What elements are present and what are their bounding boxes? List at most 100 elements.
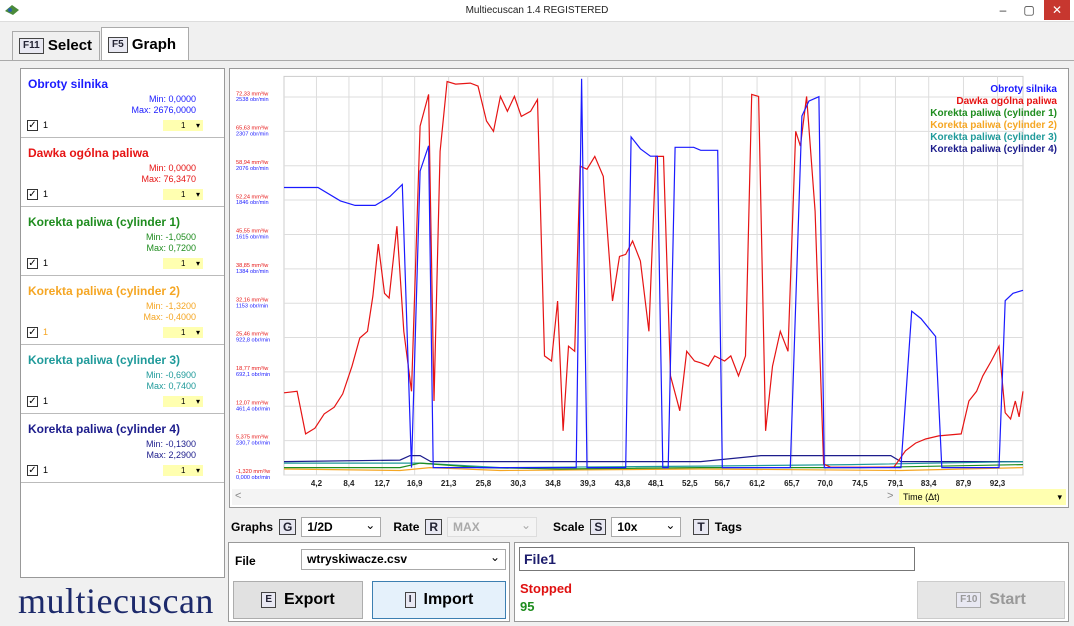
tab-graph[interactable]: F5 Graph (101, 27, 189, 61)
graphs-key: G (279, 519, 297, 535)
chart: 0,000 obr/min 230,7 obr/min 461,4 obr/min 6… (236, 75, 1057, 488)
x-tick-label: 65,7 (784, 479, 800, 488)
legend-entry: Korekta paliwa (cylinder 4) (930, 144, 1057, 155)
sensor-checkbox[interactable]: ✓ (27, 189, 38, 200)
y-tick-label: 1384 obr/min (236, 269, 269, 275)
status-count: 95 (520, 599, 535, 614)
dropdown-arrow: ▾ (1057, 492, 1062, 502)
x-tick-label: 83,4 (921, 479, 937, 488)
tags-label: Tags (714, 520, 742, 534)
rate-select[interactable]: MAX (447, 517, 538, 537)
y-tick-label: 461,4 obr/min (236, 406, 270, 412)
sensor-min: Min: -0,1300 (145, 439, 196, 449)
y2-tick-label: 32,16 mm³/w (236, 297, 269, 303)
y2-tick-label: 72,33 mm³/w (236, 91, 269, 97)
y2-tick-label: 45,55 mm³/w (236, 229, 269, 235)
button-key: I (404, 592, 416, 608)
sensor-block: Korekta paliwa (cylinder 1) Min: -1,0500 M… (21, 207, 224, 276)
y2-tick-label: 18,77 mm³/w (236, 366, 269, 372)
maximize-button[interactable]: ▢ (1023, 3, 1035, 17)
legend-entry: Korekta paliwa (cylinder 1) (930, 108, 1057, 119)
scale-select[interactable]: 10x (611, 517, 682, 537)
sensor-name: Korekta paliwa (cylinder 3) (28, 353, 181, 367)
y2-tick-label: 25,46 mm³/w (236, 332, 269, 338)
x-tick-label: 34,8 (545, 479, 561, 488)
sensor-checkbox[interactable]: ✓ (27, 396, 38, 407)
y2-tick-label: 52,24 mm³/w (236, 194, 269, 200)
sensor-check-label: 1 (43, 327, 49, 337)
sensor-name: Korekta paliwa (cylinder 2) (28, 284, 181, 298)
x-tick-label: 79,1 (888, 479, 904, 488)
x-tick-label: 25,8 (476, 479, 492, 488)
sensor-checkbox[interactable]: ✓ (27, 120, 38, 131)
sensor-block: Dawka ogólna paliwa Min: 0,0000 Max: 76,34… (21, 138, 224, 207)
series-line (284, 78, 1024, 469)
button-label: Export (284, 591, 335, 608)
y-tick-label: 0,000 obr/min (236, 475, 270, 481)
graph-panel: 0,000 obr/min 230,7 obr/min 461,4 obr/min 6… (229, 68, 1069, 508)
tab-divider (0, 60, 1074, 61)
x-tick-label: 61,2 (749, 479, 765, 488)
sensor-check-label: 1 (43, 189, 49, 199)
rate-key: R (425, 519, 443, 535)
sensor-max: Max: 2676,0000 (131, 105, 196, 115)
sensor-scale-select[interactable]: 1 (163, 120, 203, 131)
x-axis-selector[interactable]: Time (Δt) ▾ (899, 489, 1066, 505)
sensor-check-label: 1 (43, 120, 49, 130)
scale-key: S (590, 519, 607, 535)
close-button[interactable]: ✕ (1044, 0, 1070, 20)
y2-tick-label: 58,94 mm³/w (236, 160, 269, 166)
x-tick-label: 70,0 (817, 479, 833, 488)
minimize-button[interactable]: – (999, 3, 1007, 17)
y2-tick-label: 65,63 mm³/w (236, 126, 269, 132)
sensor-checkbox[interactable]: ✓ (27, 258, 38, 269)
sensor-scale-select[interactable]: 1 (163, 189, 203, 200)
start-button[interactable]: F10 Start (917, 581, 1065, 619)
x-tick-label: 92,3 (990, 479, 1006, 488)
x-tick-label: 21,3 (441, 479, 457, 488)
tab-select[interactable]: F11 Select (12, 31, 100, 60)
sensor-check-label: 1 (43, 258, 49, 268)
scroll-right[interactable]: > (887, 490, 894, 502)
sensor-check-label: 1 (43, 465, 49, 475)
y-tick-label: 1846 obr/min (236, 200, 269, 206)
tags-key[interactable]: T (693, 519, 709, 535)
sensor-min: Min: -1,3200 (145, 301, 196, 311)
y-tick-label: 1615 obr/min (236, 234, 269, 240)
sensor-checkbox[interactable]: ✓ (27, 465, 38, 476)
button-label: Start (989, 591, 1026, 608)
title-bar: Multiecuscan 1.4 REGISTERED – ▢ ✕ (0, 0, 1074, 22)
scrollbar[interactable]: < > Time (Δt) ▾ (232, 489, 1066, 505)
graphs-select[interactable]: 1/2D (301, 517, 382, 537)
x-tick-label: 8,4 (343, 479, 355, 488)
export-button[interactable]: E Export (233, 581, 363, 619)
sensor-checkbox[interactable]: ✓ (27, 327, 38, 338)
logo: multiecuscan (18, 581, 214, 621)
y-tick-label: 2538 obr/min (236, 97, 269, 103)
y2-tick-label: 5,375 mm³/w (236, 435, 269, 441)
sensor-scale-select[interactable]: 1 (163, 465, 203, 476)
sensor-block: Korekta paliwa (cylinder 4) Min: -0,1300 M… (21, 414, 224, 483)
y2-tick-label: 38,85 mm³/w (236, 263, 269, 269)
scroll-left[interactable]: < (235, 490, 242, 502)
y-tick-label: 2307 obr/min (236, 131, 269, 137)
tab-key: F11 (19, 38, 44, 55)
sensor-scale-select[interactable]: 1 (163, 327, 203, 338)
legend-entry: Obroty silnika (990, 84, 1057, 95)
x-tick-label: 39,3 (580, 479, 596, 488)
import-button[interactable]: I Import (372, 581, 506, 619)
file-select[interactable]: wtryskiwacze.csv (301, 549, 506, 570)
y-tick-label: 692,1 obr/min (236, 372, 270, 378)
series-line (284, 461, 1024, 469)
y2-tick-label: 12,07 mm³/w (236, 400, 269, 406)
status-state: Stopped (520, 581, 572, 596)
sensor-max: Max: 0,7400 (146, 381, 196, 391)
name-input[interactable]: File1 (519, 547, 915, 571)
sensor-scale-select[interactable]: 1 (163, 258, 203, 269)
graphs-label: Graphs (231, 520, 274, 534)
sensor-min: Min: 0,0000 (148, 94, 196, 104)
sensor-max: Max: 0,7200 (146, 243, 196, 253)
sensor-scale-select[interactable]: 1 (163, 396, 203, 407)
sensor-min: Min: -1,0500 (145, 232, 196, 242)
rate-label: Rate (393, 520, 420, 534)
